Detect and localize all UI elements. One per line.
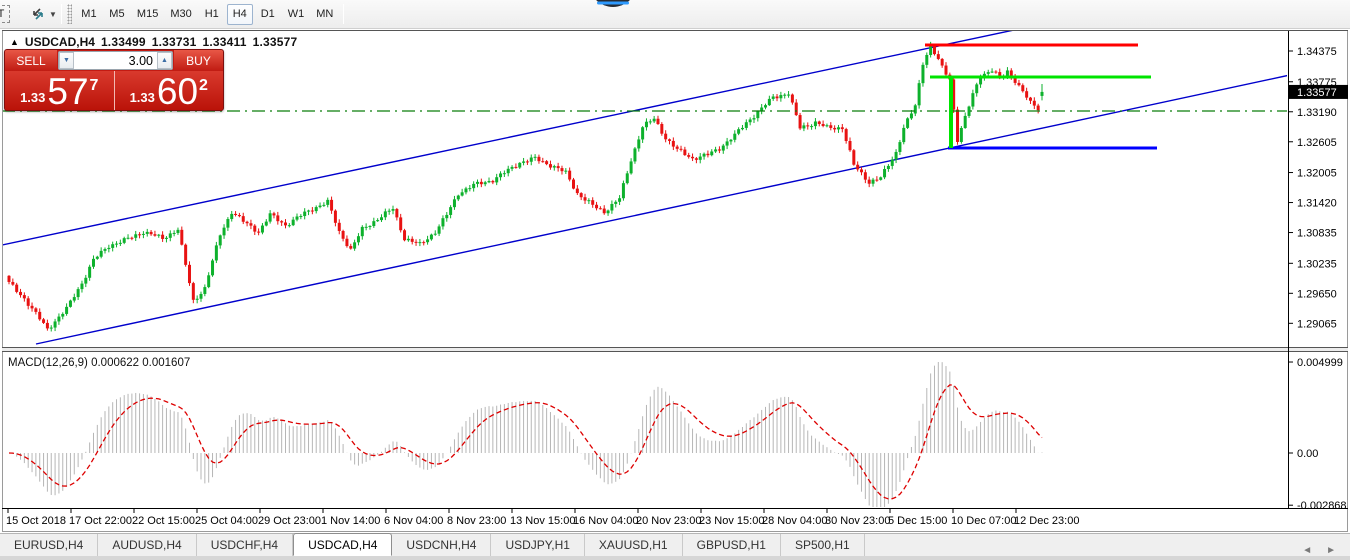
- time-axis-label: 13 Nov 15:00: [510, 515, 575, 527]
- time-axis: 15 Oct 2018 17 Oct 22:00 22 Oct 15:00 25 Oc…: [6, 508, 1079, 527]
- price-axis-label: 1.32605: [1297, 137, 1337, 149]
- collapse-triangle-icon[interactable]: ▲: [10, 37, 19, 47]
- price-axis-label: 1.33190: [1297, 107, 1337, 119]
- timeframe-button-m1[interactable]: M1: [81, 8, 97, 20]
- volume-stepper[interactable]: ▼ 3.00 ▲: [58, 51, 173, 70]
- macd-signal-line: [8, 384, 1043, 500]
- chart-tab-sp500[interactable]: SP500,H1: [781, 534, 865, 556]
- chart-tab-usdcnh[interactable]: USDCNH,H4: [392, 534, 492, 556]
- buy-price-big: 60: [156, 71, 199, 111]
- symbol-label: USDCAD,H4: [24, 35, 95, 49]
- time-axis-label: 25 Oct 04:00: [195, 515, 258, 527]
- timeframe-button-m5[interactable]: M5: [109, 8, 125, 20]
- time-axis-label: 12 Dec 23:00: [1014, 515, 1079, 527]
- time-axis-label: 17 Oct 22:00: [69, 515, 132, 527]
- chevron-down-icon[interactable]: ▼: [49, 9, 57, 19]
- timeframe-button-m30[interactable]: M30: [170, 8, 192, 20]
- chart-title: ▲ USDCAD,H4 1.33499 1.33731 1.33411 1.33…: [10, 35, 297, 49]
- timeframe-button-d1[interactable]: D1: [260, 8, 275, 20]
- price-axis-label: 1.32005: [1297, 168, 1337, 180]
- timeframe-button-h4[interactable]: H4: [226, 3, 253, 25]
- time-axis-label: 22 Oct 15:00: [132, 515, 195, 527]
- chart-tabbar: EURUSD,H4 AUDUSD,H4 USDCHF,H4 USDCAD,H4 USDC…: [0, 533, 1350, 556]
- chart-tab-eurusd[interactable]: EURUSD,H4: [0, 534, 99, 556]
- toolbar-separator: [60, 4, 62, 24]
- price-axis-label: 1.34375: [1297, 46, 1337, 58]
- sell-price-big: 57: [47, 71, 89, 111]
- ohlc-high: 1.33731: [151, 35, 197, 49]
- time-axis-label: 5 Dec 15:00: [888, 515, 947, 527]
- ohlc-open: 1.33499: [100, 35, 146, 49]
- macd-axis-label: 0.00: [1297, 448, 1318, 460]
- price-axis-label: 1.30235: [1297, 258, 1337, 270]
- timeframe-button-h1[interactable]: H1: [204, 8, 219, 20]
- price-axis-label: 1.30835: [1297, 228, 1337, 240]
- sell-price-prefix: 1.33: [20, 90, 46, 105]
- time-axis-label: 1 Nov 14:00: [321, 515, 380, 527]
- tabs-scroll-right-icon[interactable]: ►: [1326, 545, 1336, 556]
- toolbar-drag-grip[interactable]: [66, 4, 72, 24]
- chart-tab-gbpusd[interactable]: GBPUSD,H1: [683, 534, 781, 556]
- price-axis-label: 1.29650: [1297, 288, 1337, 300]
- arrows-tool-icon[interactable]: [26, 3, 48, 25]
- time-axis-label: 6 Nov 04:00: [384, 515, 443, 527]
- macd-axis: 0.004999 0.00 -0.002868: [1288, 357, 1347, 512]
- text-tool-icon[interactable]: T: [0, 5, 10, 23]
- current-price-tag: 1.33577: [1297, 87, 1337, 99]
- chart-canvas[interactable]: 1.343751.337751.331901.326051.320051.314…: [2, 30, 1348, 532]
- time-axis-label: 30 Nov 23:00: [825, 515, 890, 527]
- macd-indicator-label: MACD(12,26,9) 0.000622 0.001607: [8, 357, 190, 369]
- chart-tab-usdjpy[interactable]: USDJPY,H1: [491, 534, 585, 556]
- macd-signal-value: 0.001607: [142, 357, 191, 369]
- time-axis-label: 15 Oct 2018: [6, 515, 66, 527]
- tabs-scroll-left-icon[interactable]: ◄: [1302, 545, 1313, 556]
- chart-tab-xauusd[interactable]: XAUUSD,H1: [585, 534, 683, 556]
- ohlc-low: 1.33411: [202, 35, 247, 49]
- candlestick-series: [7, 41, 1044, 332]
- window-bottom-strip: [0, 556, 1350, 560]
- macd-axis-label: -0.002868: [1297, 500, 1347, 512]
- time-axis-label: 29 Oct 23:00: [258, 515, 321, 527]
- volume-value[interactable]: 3.00: [128, 53, 153, 68]
- macd-name: MACD(12,26,9): [8, 357, 88, 369]
- chart-tab-usdcad[interactable]: USDCAD,H4: [293, 533, 393, 556]
- buy-price-prefix: 1.33: [129, 90, 155, 105]
- sell-price-display[interactable]: 1.33 57 7: [5, 71, 115, 111]
- chart-tab-audusd[interactable]: AUDUSD,H4: [98, 534, 197, 556]
- price-axis-label: 1.29065: [1297, 318, 1337, 330]
- sell-price-sup: 7: [89, 77, 99, 94]
- time-axis-label: 23 Nov 15:00: [699, 515, 764, 527]
- trend-channel-lines[interactable]: [2, 30, 1290, 345]
- sell-button[interactable]: SELL: [5, 50, 57, 71]
- ohlc-close: 1.33577: [252, 35, 298, 49]
- buy-price-sup: 2: [199, 77, 208, 94]
- swap-arrows-icon: [32, 7, 43, 20]
- buy-button[interactable]: BUY: [174, 50, 223, 71]
- timeframe-button-m15[interactable]: M15: [136, 8, 159, 20]
- macd-main-value: 0.000622: [91, 357, 140, 369]
- channel-line-upper: [3, 31, 1013, 246]
- toolbar-separator: [343, 4, 345, 24]
- time-axis-label: 20 Nov 23:00: [636, 515, 701, 527]
- time-axis-label: 28 Nov 04:00: [762, 515, 827, 527]
- time-axis-label: 16 Nov 04:00: [573, 515, 638, 527]
- time-axis-label: 8 Nov 23:00: [447, 515, 506, 527]
- price-axis: 1.343751.337751.331901.326051.320051.314…: [1288, 46, 1348, 330]
- chart-window: 1.34375 1.33775 1.33190 1.32605 1.32005 1.314…: [2, 30, 1348, 532]
- time-axis-label: 10 Dec 07:00: [951, 515, 1016, 527]
- channel-line-lower: [35, 74, 1287, 345]
- chart-tab-usdchf[interactable]: USDCHF,H4: [197, 534, 294, 556]
- top-toolbar: T ▼ M1 M5 M15 M30 H1 H4 D1 W1 MN: [0, 0, 1350, 29]
- timeframe-button-w1[interactable]: W1: [287, 8, 305, 20]
- price-axis-label: 1.31420: [1297, 198, 1337, 210]
- timeframe-button-mn[interactable]: MN: [316, 8, 334, 20]
- volume-increase-icon[interactable]: ▲: [157, 52, 172, 69]
- one-click-trading-panel: SELL ▼ 3.00 ▲ BUY 1.33 57 7 1.33 60 2: [4, 49, 224, 111]
- drawn-objects[interactable]: [2, 43, 1288, 150]
- volume-decrease-icon[interactable]: ▼: [59, 52, 74, 69]
- buy-price-display[interactable]: 1.33 60 2: [114, 71, 223, 111]
- macd-axis-label: 0.004999: [1297, 357, 1343, 369]
